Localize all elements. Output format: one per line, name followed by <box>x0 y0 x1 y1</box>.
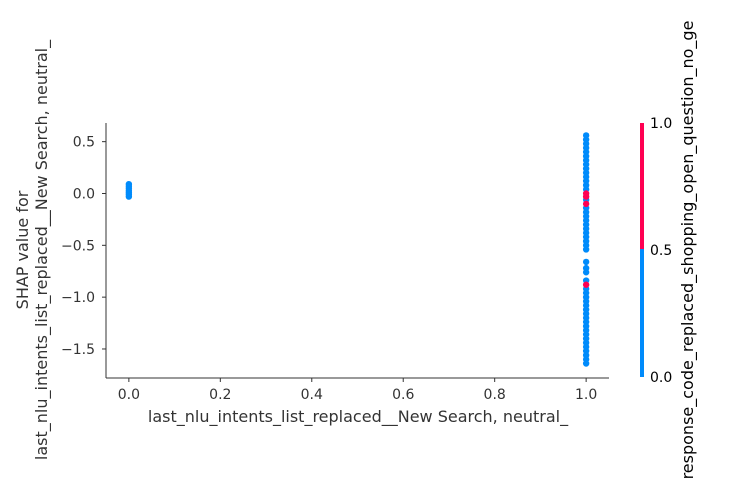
colorbar-tick-label: 0.0 <box>650 370 672 386</box>
data-point <box>582 258 590 266</box>
colorbar: 0.0 0.5 1.0 response_code_replaced_shoppin… <box>640 21 698 480</box>
x-axis-ticks: 0.0 0.2 0.4 0.6 0.8 1.0 <box>118 378 597 403</box>
x-tick-label: 1.0 <box>575 387 597 403</box>
x-tick-label: 0.6 <box>392 387 414 403</box>
data-point <box>582 193 590 200</box>
y-axis-label-line2: last_nlu_intents_list_replaced__New Sear… <box>32 39 52 460</box>
data-point <box>582 281 590 288</box>
y-axis-label-line1: SHAP value for <box>13 190 32 309</box>
data-points <box>125 132 590 367</box>
data-point <box>582 269 590 276</box>
x-tick-label: 0.8 <box>484 387 506 403</box>
y-tick-label: −1.5 <box>61 342 95 358</box>
x-tick-label: 0.0 <box>118 387 140 403</box>
y-axis-ticks: 0.5 0.0 −0.5 −1.0 −1.5 <box>61 135 106 358</box>
y-tick-label: 0.0 <box>73 186 95 202</box>
data-point <box>582 246 590 253</box>
x-tick-label: 0.2 <box>209 387 231 403</box>
colorbar-low-segment <box>640 249 644 377</box>
y-tick-label: −0.5 <box>61 238 95 254</box>
data-point <box>582 200 590 208</box>
data-point <box>125 193 133 200</box>
colorbar-ticks: 0.0 0.5 1.0 <box>650 116 672 386</box>
x-axis-label: last_nlu_intents_list_replaced__New Sear… <box>148 407 569 427</box>
x-tick-label: 0.4 <box>301 387 323 403</box>
colorbar-high-segment <box>640 123 644 249</box>
y-tick-label: −1.0 <box>61 290 95 306</box>
y-axis-label: SHAP value for last_nlu_intents_list_rep… <box>13 39 52 460</box>
colorbar-tick-label: 1.0 <box>650 116 672 132</box>
data-point <box>582 360 590 367</box>
colorbar-tick-label: 0.5 <box>650 243 672 259</box>
y-tick-label: 0.5 <box>73 135 95 151</box>
colorbar-label: response_code_replaced_shopping_open_que… <box>678 21 698 480</box>
